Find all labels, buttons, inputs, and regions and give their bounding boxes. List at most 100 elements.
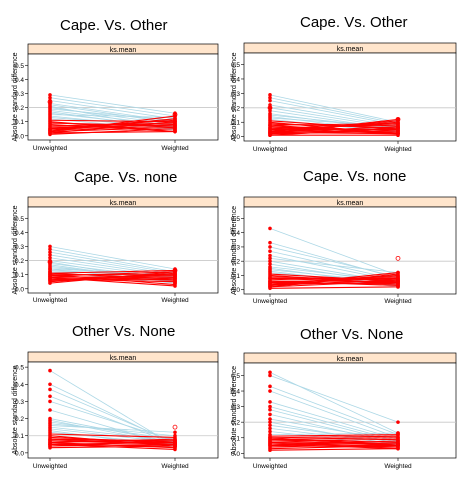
open-point (172, 268, 178, 273)
series-line (49, 433, 176, 438)
series-line (269, 444, 399, 450)
y-tick-label: 0.4 (15, 230, 24, 237)
y-tick-label: 0.5 (15, 216, 24, 223)
y-tick-label: 0.4 (15, 382, 24, 389)
data-point (268, 249, 272, 254)
y-axis-label: Absolute standard difference (12, 365, 19, 454)
series-line (269, 130, 399, 133)
series-line (269, 435, 399, 439)
panel-2: ks.mean 0.0 0.1 0.2 0.3 0.4 0.5 Unweighted Weigh… (231, 42, 457, 153)
x-tick-label: Weighted (384, 463, 412, 470)
y-tick-label: 0.2 (15, 416, 24, 423)
y-tick-label: 0.1 (15, 272, 24, 279)
y-tick-label: 0.3 (231, 244, 240, 251)
data-point (173, 284, 177, 288)
series-line (269, 280, 399, 286)
data-point (396, 420, 400, 424)
y-tick-label: 0.2 (231, 259, 240, 266)
series-line (49, 425, 176, 433)
data-point (48, 277, 52, 281)
series-line (269, 130, 399, 135)
series-line (49, 251, 176, 274)
data-point (173, 268, 177, 273)
y-axis-label: Absolute standard difference (12, 205, 19, 294)
open-point (47, 259, 53, 265)
data-point (48, 118, 52, 123)
data-point (268, 272, 272, 276)
data-point (268, 95, 272, 100)
data-point (268, 226, 272, 231)
series-line (269, 127, 399, 135)
data-point (268, 269, 272, 273)
data-point (268, 259, 272, 263)
series-line (49, 443, 176, 450)
y-tick-label: 0.1 (231, 273, 240, 280)
data-point (173, 430, 177, 435)
data-point (48, 382, 52, 387)
data-point (173, 114, 177, 118)
x-tick-label: Unweighted (33, 145, 68, 152)
data-point (48, 131, 52, 135)
data-point (268, 106, 272, 110)
data-point (48, 112, 52, 117)
data-point (268, 404, 272, 409)
data-point (268, 400, 272, 404)
series-line (49, 271, 176, 284)
x-tick-label: Weighted (161, 297, 189, 304)
series-line (269, 257, 399, 274)
open-point (47, 99, 53, 105)
data-point (268, 130, 272, 135)
y-tick-label: 0.4 (231, 389, 240, 396)
strip-label: ks.mean (110, 200, 137, 207)
y-tick-label: 0.0 (15, 450, 24, 457)
data-point (268, 276, 272, 281)
series-line (49, 100, 176, 120)
panel-1: ks.mean 0.0 0.1 0.2 0.3 0.4 0.5 Unweighted Weigh… (12, 43, 219, 152)
series-line (49, 114, 176, 118)
open-point (267, 105, 273, 111)
panel-6: ks.mean 0.0 0.1 0.2 0.3 0.4 0.5 Unweighted Weigh… (231, 352, 457, 470)
data-point (48, 255, 52, 260)
series-line (269, 418, 399, 442)
y-tick-label: 0.5 (15, 63, 24, 70)
data-point (396, 117, 400, 122)
series-line (269, 273, 399, 282)
y-tick-label: 0.5 (231, 62, 240, 69)
strip-label: ks.mean (110, 355, 137, 362)
series-line (269, 123, 399, 126)
series-line (269, 246, 399, 278)
data-point (173, 111, 177, 116)
data-point (268, 126, 272, 130)
series-line (269, 385, 399, 436)
data-point (268, 426, 272, 431)
x-tick-label: Weighted (384, 146, 412, 153)
series-line (269, 432, 399, 436)
data-point (48, 110, 52, 114)
series-line (269, 438, 399, 442)
x-tick-label: Unweighted (33, 463, 68, 470)
panel-3: ks.mean 0.0 0.1 0.2 0.3 0.4 0.5 Unweighted Weigh… (12, 196, 219, 304)
data-point (48, 128, 52, 132)
y-tick-label: 0.2 (15, 258, 24, 265)
data-point (48, 107, 52, 111)
series-line (269, 371, 399, 434)
data-point (173, 124, 177, 128)
y-tick-label: 0.3 (231, 404, 240, 411)
series-line (49, 421, 176, 440)
data-point (48, 437, 52, 441)
data-point (48, 408, 52, 412)
open-point (172, 112, 178, 118)
series-line (269, 434, 399, 437)
series-line (269, 131, 399, 135)
series-line (49, 97, 176, 117)
x-tick-label: Unweighted (253, 463, 288, 470)
y-tick-label: 0.3 (15, 91, 24, 98)
panel-title-5: Other Vs. None (72, 323, 176, 340)
panel-4: ks.mean 0.0 0.1 0.2 0.3 0.4 0.5 Unweighted Weigh… (231, 196, 457, 305)
series-line (49, 426, 176, 442)
data-point (268, 119, 272, 123)
data-point (268, 116, 272, 120)
data-point (173, 272, 177, 277)
data-point (48, 274, 52, 278)
y-axis-label: Absolute standard difference (12, 52, 19, 141)
